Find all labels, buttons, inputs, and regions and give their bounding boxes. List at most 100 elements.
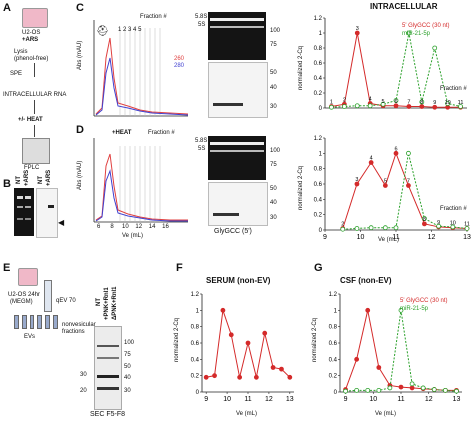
medium-label: (MEGM) <box>10 299 33 305</box>
y-tick-label: 1.2 <box>191 292 200 298</box>
x-tick-label: 9 <box>204 396 208 403</box>
rna-cartoon-icon: ⛑ <box>96 26 109 37</box>
x-tick-label: 12 <box>425 396 433 403</box>
data-point <box>454 388 459 394</box>
y-tick-label: 0.8 <box>314 46 323 52</box>
point-label: 7 <box>407 100 410 106</box>
data-point <box>450 224 456 230</box>
data-point <box>380 101 386 107</box>
x-tick-label: 11 <box>392 234 399 241</box>
data-point <box>220 307 226 313</box>
y-tick-label: 0.8 <box>329 325 338 331</box>
line-chart-c: 0 0.2 0.4 0.6 0.8 1 1.2 1 2 3 4 5 6 7 8 9 10 11 <box>314 16 467 112</box>
lane-ars-left: +ARS <box>24 169 30 186</box>
series-line <box>331 32 461 108</box>
legend-280: 280 <box>174 63 185 69</box>
line-xlabel-f: Ve (mL) <box>236 411 258 417</box>
data-point <box>228 332 234 338</box>
lane-ars-right: +ARS <box>46 169 52 186</box>
gel-label-5s-c: 5S <box>198 22 206 28</box>
blot-lane-dpnk-rnl1: ΔPNK+Rnl1 <box>112 286 118 321</box>
step-phenol: (phenol-free) <box>14 56 49 62</box>
gel-tick-50-c: 50 <box>270 70 277 76</box>
y-tick-label: 1.2 <box>314 16 323 22</box>
gel-tick-75-c: 75 <box>270 42 277 48</box>
data-point <box>262 330 268 336</box>
data-point <box>436 223 442 229</box>
x-tick-label: 12 <box>265 396 273 403</box>
data-point <box>365 307 371 313</box>
data-point <box>387 385 393 391</box>
data-point <box>245 340 251 346</box>
data-point <box>406 104 412 109</box>
blot-image-e <box>94 326 122 410</box>
blot-left-tick-20: 20 <box>80 388 87 394</box>
blot-image-b <box>36 188 58 238</box>
fraction-1: 1 <box>118 27 122 33</box>
y-tick-label: 0 <box>196 390 200 396</box>
lane-nt-left: NT <box>16 176 22 184</box>
series-line <box>345 310 457 392</box>
legend-260: 260 <box>174 56 185 62</box>
fraction-label-c: Fraction # <box>440 86 467 92</box>
data-point <box>329 104 334 110</box>
point-label: 3 <box>356 26 359 32</box>
blot-left-tick-30: 30 <box>80 372 87 378</box>
line-chart-f: 0 0.2 0.4 0.6 0.8 1 1.2 9 10 11 12 13 <box>191 292 294 403</box>
data-point <box>393 150 399 156</box>
point-label: 8 <box>420 100 423 106</box>
data-point <box>340 226 346 232</box>
fraction-numbers-c: 1 2 3 4 5 <box>118 27 141 33</box>
data-point <box>237 374 243 380</box>
x-tick-label: 13 <box>463 234 471 241</box>
series-line <box>342 151 468 229</box>
y-tick-label: 0 <box>334 390 338 396</box>
point-label: 4 <box>370 156 373 162</box>
evs-label: EVs <box>24 334 36 340</box>
x-tick-label: 9 <box>344 396 348 403</box>
y-tick-label: 0 <box>319 106 323 112</box>
data-point <box>398 307 404 313</box>
panel-f-label: F <box>176 262 183 274</box>
fraction-3: 3 <box>128 27 132 33</box>
point-label: 8 <box>423 217 426 223</box>
point-label: 10 <box>450 221 456 227</box>
arrow-down-icon <box>34 125 35 137</box>
panel-c-label: C <box>76 2 84 14</box>
data-point <box>354 226 360 231</box>
y-tick-label: 1 <box>334 308 338 314</box>
point-label: 3 <box>355 177 358 183</box>
gel-image-c-top <box>208 12 266 60</box>
data-point <box>458 104 463 109</box>
data-point <box>368 160 374 165</box>
data-point <box>406 183 411 188</box>
fplc-machine-icon <box>22 138 50 164</box>
data-point <box>212 373 217 379</box>
gel-image-b <box>14 188 34 236</box>
tubes-row <box>14 315 58 329</box>
point-label: 1 <box>330 100 333 106</box>
chart-axes: 0 0.2 0.4 0.6 0.8 1 1.2 9 10 11 12 13 <box>329 292 462 403</box>
x-tick-label: 10 <box>369 396 377 403</box>
fraction-2: 2 <box>123 27 127 33</box>
data-point <box>393 98 399 103</box>
fraction-label-d: Fraction # <box>440 206 467 212</box>
gel-tick-100-c: 100 <box>270 28 281 34</box>
blot-tick-50: 50 <box>124 364 131 370</box>
x-tick-label: 9 <box>323 234 327 241</box>
data-point <box>393 225 399 231</box>
gel-tick-50-d: 50 <box>270 186 277 192</box>
data-point <box>341 104 347 109</box>
y-tick-label: 0.6 <box>329 341 338 347</box>
gel-image-c-bottom <box>208 62 268 118</box>
y-tick-label: 0.4 <box>314 76 323 82</box>
cell-dish-icon <box>22 8 48 28</box>
legend-glygcc-g: 5' GlyGCC (30 nt) <box>400 298 448 304</box>
data-point <box>354 30 360 36</box>
column-label: qEV 70 <box>56 298 76 304</box>
arrow-down-icon <box>34 100 35 114</box>
x-tick-label: 12 <box>428 234 436 241</box>
line-chart-d: 0 0.2 0.4 0.6 0.8 1 1.2 9 10 11 12 13 2 3 4 5 6 7 8 9 10 11 <box>314 136 471 241</box>
series-line <box>345 310 457 391</box>
data-point <box>354 387 360 393</box>
